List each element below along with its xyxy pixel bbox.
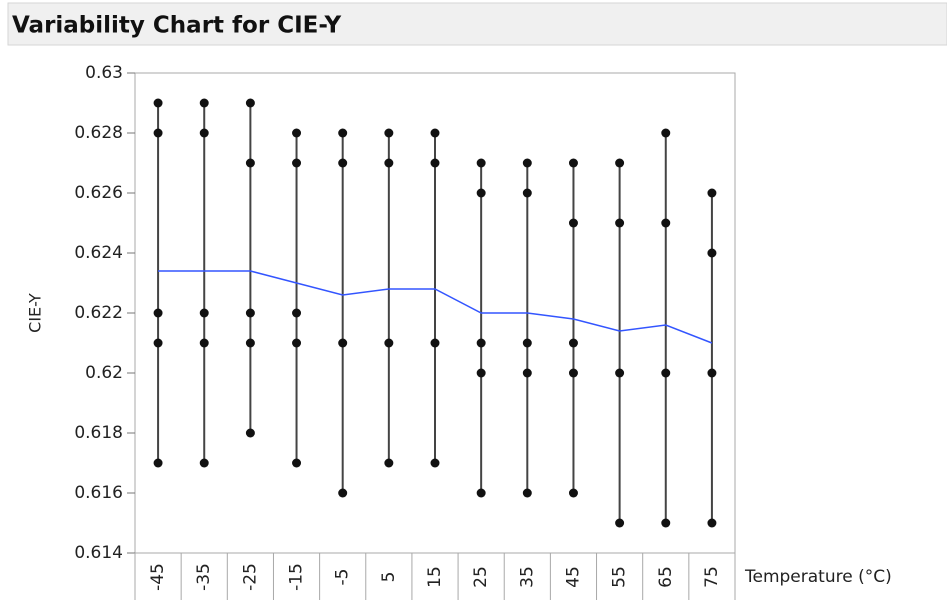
data-point	[615, 518, 625, 528]
y-tick-label: 0.616	[74, 483, 123, 503]
x-tick-label: -45	[148, 563, 168, 591]
y-tick-label: 0.622	[74, 303, 123, 323]
data-point	[430, 338, 440, 348]
data-point	[707, 368, 717, 378]
data-point	[615, 368, 625, 378]
data-point	[430, 128, 440, 138]
data-point	[661, 518, 671, 528]
data-point	[568, 218, 578, 228]
data-point	[292, 338, 302, 348]
data-point	[153, 458, 163, 468]
x-tick-label: 25	[471, 566, 491, 588]
x-tick-label: 5	[379, 572, 399, 583]
data-point	[245, 338, 255, 348]
data-point	[476, 488, 486, 498]
data-point	[245, 428, 255, 438]
data-point	[338, 158, 348, 168]
data-point	[153, 338, 163, 348]
data-point	[153, 128, 163, 138]
y-tick-label: 0.63	[85, 63, 123, 83]
data-point	[707, 188, 717, 198]
x-tick-label: 65	[656, 566, 676, 588]
data-point	[568, 368, 578, 378]
data-point	[568, 338, 578, 348]
data-point	[430, 458, 440, 468]
data-point	[707, 518, 717, 528]
data-point	[245, 158, 255, 168]
data-point	[245, 98, 255, 108]
x-tick-label: -15	[287, 563, 307, 591]
x-tick-label: 75	[702, 566, 722, 588]
data-point	[476, 158, 486, 168]
data-point	[476, 338, 486, 348]
data-point	[615, 158, 625, 168]
data-point	[292, 308, 302, 318]
data-point	[384, 458, 394, 468]
data-point	[338, 488, 348, 498]
title-bar	[7, 2, 947, 46]
mean-line	[158, 270, 713, 344]
data-point	[292, 128, 302, 138]
x-axis-label: Temperature (°C)	[744, 567, 892, 587]
x-tick-label: 45	[563, 566, 583, 588]
data-point	[292, 458, 302, 468]
data-point	[522, 368, 532, 378]
y-tick-label: 0.624	[74, 243, 123, 263]
data-point	[199, 338, 209, 348]
data-point	[153, 98, 163, 108]
data-point	[384, 158, 394, 168]
data-point	[199, 98, 209, 108]
data-point	[199, 458, 209, 468]
data-point	[292, 158, 302, 168]
data-point	[199, 308, 209, 318]
data-point	[707, 248, 717, 258]
x-tick-label: -5	[333, 569, 353, 586]
data-point	[430, 158, 440, 168]
data-point	[522, 158, 532, 168]
data-point	[476, 188, 486, 198]
data-point	[522, 188, 532, 198]
data-point	[522, 338, 532, 348]
data-point	[338, 128, 348, 138]
data-point	[476, 368, 486, 378]
data-point	[568, 158, 578, 168]
data-point	[245, 308, 255, 318]
data-point	[661, 218, 671, 228]
x-tick-label: 15	[425, 566, 445, 588]
y-tick-label: 0.626	[74, 183, 123, 203]
data-point	[661, 128, 671, 138]
data-point	[661, 368, 671, 378]
y-tick-label: 0.614	[74, 543, 123, 563]
data-point	[384, 128, 394, 138]
x-tick-label: -25	[240, 563, 260, 591]
x-tick-label: 55	[610, 566, 630, 588]
chart-title: Variability Chart for CIE-Y	[12, 13, 342, 39]
data-point	[522, 488, 532, 498]
data-point	[384, 338, 394, 348]
data-point	[338, 338, 348, 348]
y-tick-label: 0.618	[74, 423, 123, 443]
x-tick-label: 35	[517, 566, 537, 588]
data-point	[568, 488, 578, 498]
y-tick-label: 0.62	[85, 363, 123, 383]
x-tick-label: -35	[194, 563, 214, 591]
data-point	[199, 128, 209, 138]
data-point	[153, 308, 163, 318]
y-tick-label: 0.628	[74, 123, 123, 143]
data-point	[615, 218, 625, 228]
y-axis-label: CIE-Y	[26, 293, 45, 333]
